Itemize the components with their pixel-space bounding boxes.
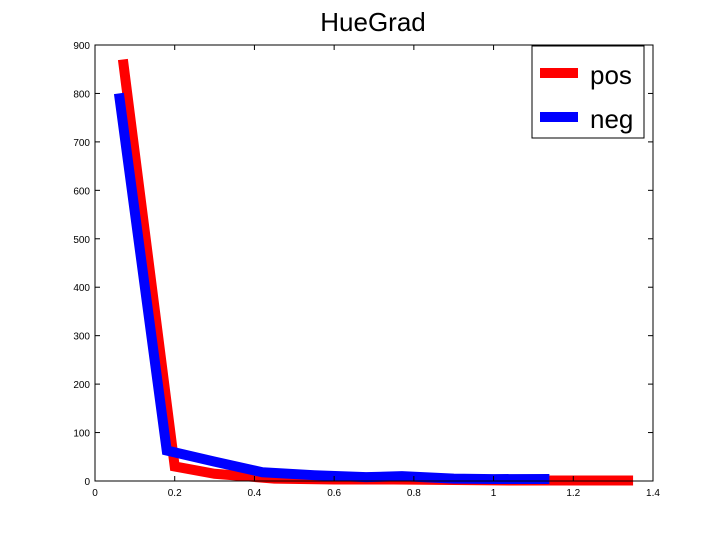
x-tick-label: 0 — [92, 488, 98, 499]
y-tick-label: 900 — [73, 41, 90, 52]
chart-title: HueGrad — [320, 7, 426, 37]
legend: pos neg — [531, 45, 645, 139]
series-line-neg — [113, 92, 550, 485]
legend-label-neg: neg — [590, 104, 633, 134]
x-tick-label: 1.4 — [646, 488, 660, 499]
y-tick-label: 300 — [73, 332, 90, 343]
y-tick-label: 600 — [73, 186, 90, 197]
x-tick-label: 1 — [491, 488, 497, 499]
legend-box — [531, 45, 645, 139]
y-tick-label: 500 — [73, 235, 90, 246]
x-tick-label: 0.6 — [327, 488, 341, 499]
y-tick-label: 200 — [73, 380, 90, 391]
x-tick-label: 0.2 — [168, 488, 182, 499]
legend-label-pos: pos — [590, 60, 632, 90]
axis-layer: 0 0.2 0.4 0.6 0.8 1 1.2 1.4 0 100 200 300 400 500 600 7… — [73, 41, 660, 499]
y-tick-label: 800 — [73, 89, 90, 100]
x-tick-label: 0.8 — [407, 488, 421, 499]
y-tick-label: 100 — [73, 429, 90, 440]
plot-frame — [94, 44, 654, 482]
x-tick-label: 1.2 — [566, 488, 580, 499]
x-tick-label: 0.4 — [247, 488, 261, 499]
y-tick-label: 400 — [73, 283, 90, 294]
y-tick-label: 0 — [84, 477, 90, 488]
y-tick-label: 700 — [73, 138, 90, 149]
